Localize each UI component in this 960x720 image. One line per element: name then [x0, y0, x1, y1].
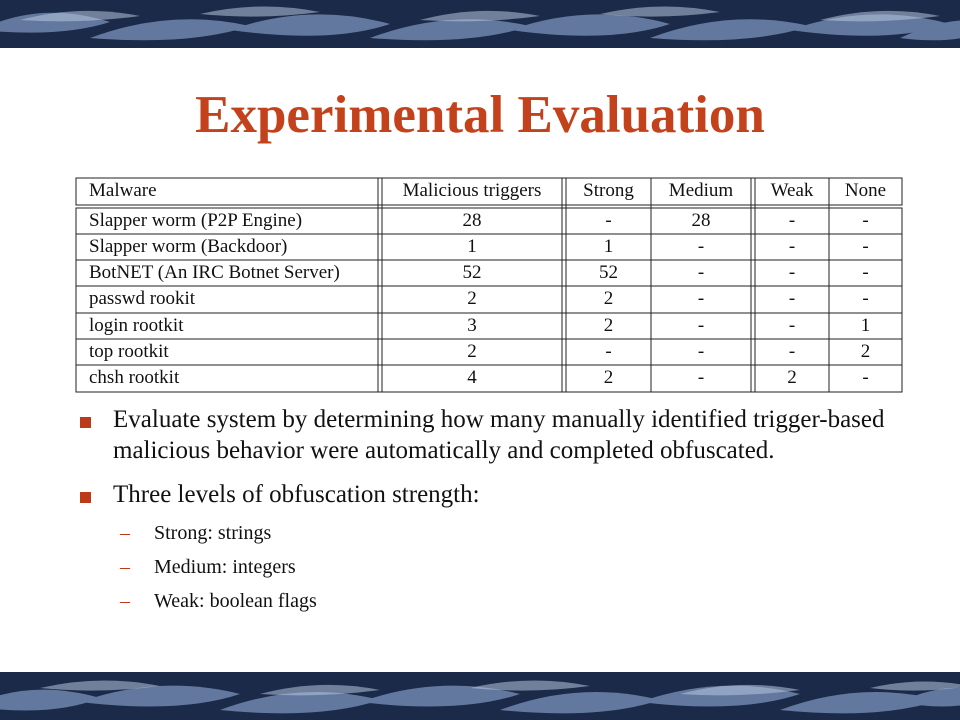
table-cell-strong: - — [605, 341, 612, 362]
table-cell-medium: - — [697, 262, 705, 283]
table-cell-malware: login rootkit — [89, 315, 184, 336]
bullet-text: Three levels of obfuscation strength: — [113, 481, 480, 508]
table-cell-medium: - — [697, 367, 705, 388]
bullet-item: Evaluate system by determining how many … — [80, 404, 900, 466]
table-cell-strong: - — [605, 210, 612, 231]
sub-bullet-item: – Strong: strings — [80, 520, 900, 546]
sub-bullet-item: – Weak: boolean flags — [80, 588, 900, 614]
bullet-text: Evaluate system by determining how many … — [113, 406, 885, 464]
header-strong: Strong — [583, 180, 634, 201]
table-cell-none: - — [862, 288, 869, 309]
sub-bullet-text: Strong: strings — [154, 522, 272, 544]
table-cell-triggers: 3 — [467, 315, 477, 336]
dash-marker: – — [120, 522, 130, 544]
table-cell-none: - — [862, 367, 869, 388]
table-cell-malware: BotNET (An IRC Botnet Server) — [89, 262, 340, 283]
top-decorative-band — [0, 0, 960, 48]
sub-bullet-item: – Medium: integers — [80, 554, 900, 580]
header-malware: Malware — [89, 180, 157, 201]
table-cell-weak: - — [788, 262, 796, 283]
table-cell-medium: - — [697, 341, 705, 362]
table-cell-weak: - — [788, 315, 796, 336]
table-cell-weak: - — [788, 236, 796, 257]
table-cell-weak: 2 — [787, 367, 797, 388]
table-cell-strong: 2 — [603, 367, 614, 388]
table-cell-strong: 2 — [603, 315, 614, 336]
dash-marker: – — [120, 590, 130, 612]
results-table: Malware Malicious triggers Strong Medium… — [75, 177, 903, 393]
bullet-list: Evaluate system by determining how many … — [80, 404, 900, 614]
table-cell-strong: 52 — [599, 262, 618, 283]
header-malicious-triggers: Malicious triggers — [402, 180, 542, 201]
dash-marker: – — [120, 556, 130, 578]
table-cell-medium: - — [697, 236, 705, 257]
table-cell-malware: Slapper worm (P2P Engine) — [89, 210, 303, 231]
table-cell-weak: - — [788, 288, 796, 309]
table-cell-weak: - — [788, 210, 796, 231]
table-cell-none: - — [862, 210, 869, 231]
header-weak: Weak — [770, 180, 814, 201]
bullet-item: Three levels of obfuscation strength: — [80, 479, 900, 510]
table-grid-lines — [75, 177, 903, 393]
square-bullet-icon — [80, 492, 91, 503]
table-cell-malware: chsh rootkit — [89, 367, 180, 388]
table-cell-triggers: 28 — [462, 210, 482, 231]
table-cell-medium: - — [697, 288, 705, 309]
table-cell-none: - — [862, 262, 869, 283]
table-cell-triggers: 2 — [467, 341, 477, 362]
table-cell-none: 1 — [860, 315, 871, 336]
square-bullet-icon — [80, 417, 91, 428]
table-cell-strong: 1 — [603, 236, 614, 257]
table-cell-medium: 28 — [691, 210, 711, 231]
table-cell-malware: top rootkit — [89, 341, 169, 362]
table-cell-none: 2 — [860, 341, 871, 362]
table-cell-weak: - — [788, 341, 796, 362]
table-cell-malware: passwd rookit — [89, 288, 196, 309]
table-cell-strong: 2 — [603, 288, 614, 309]
header-medium: Medium — [668, 180, 734, 201]
table-cell-malware: Slapper worm (Backdoor) — [89, 236, 288, 257]
sub-bullet-text: Medium: integers — [154, 556, 296, 578]
table-cell-none: - — [862, 236, 869, 257]
table-cell-triggers: 52 — [462, 262, 482, 283]
table-cell-triggers: 2 — [467, 288, 477, 309]
table-cell-triggers: 1 — [467, 236, 477, 257]
sub-bullet-text: Weak: boolean flags — [154, 590, 317, 612]
slide-title: Experimental Evaluation — [195, 86, 765, 144]
header-none: None — [844, 180, 887, 201]
table-cell-triggers: 4 — [467, 367, 477, 388]
bottom-decorative-band — [0, 672, 960, 720]
table-cell-medium: - — [697, 315, 705, 336]
